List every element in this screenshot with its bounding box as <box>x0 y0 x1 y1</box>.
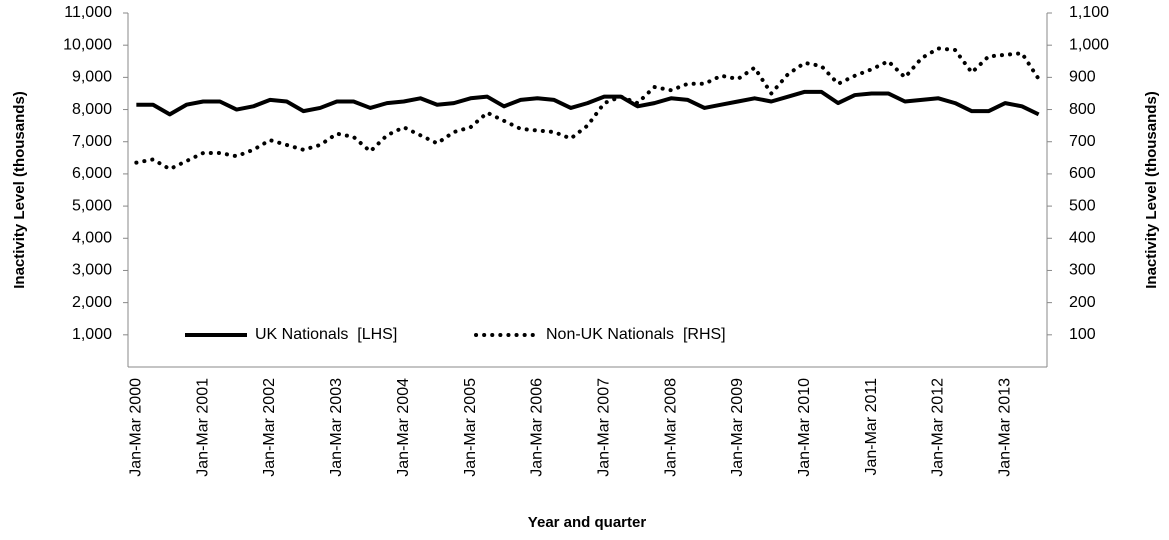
x-tick-label: Jan-Mar 2005 <box>462 378 479 477</box>
y-tick-label: 4,000 <box>72 229 112 246</box>
y2-tick-label: 100 <box>1069 326 1096 343</box>
y2-tick-label: 800 <box>1069 101 1096 118</box>
y-tick-label: 2,000 <box>72 294 112 311</box>
x-tick-label: Jan-Mar 2004 <box>395 378 412 477</box>
y-axis-title: Inactivity Level (thousands) <box>11 91 28 289</box>
y-tick-label: 8,000 <box>72 101 112 118</box>
x-tick-label: Jan-Mar 2012 <box>930 378 947 477</box>
y-tick-label: 3,000 <box>72 262 112 279</box>
y2-tick-label: 500 <box>1069 197 1096 214</box>
x-tick-label: Jan-Mar 2000 <box>128 378 145 477</box>
x-tick-label: Jan-Mar 2007 <box>595 378 612 477</box>
legend-label: UK Nationals [LHS] <box>255 326 397 343</box>
y2-tick-label: 300 <box>1069 262 1096 279</box>
y-tick-label: 6,000 <box>72 165 112 182</box>
y2-axis-title: Inactivity Level (thousands) <box>1143 91 1160 289</box>
x-tick-label: Jan-Mar 2013 <box>996 378 1013 477</box>
y2-tick-label: 200 <box>1069 294 1096 311</box>
y-tick-label: 9,000 <box>72 69 112 86</box>
x-axis-title: Year and quarter <box>528 514 647 531</box>
y-tick-label: 7,000 <box>72 133 112 150</box>
y-tick-label: 1,000 <box>72 326 112 343</box>
y2-tick-label: 600 <box>1069 165 1096 182</box>
y2-tick-label: 900 <box>1069 69 1096 86</box>
y2-tick-label: 700 <box>1069 133 1096 150</box>
y2-tick-label: 400 <box>1069 229 1096 246</box>
x-tick-label: Jan-Mar 2008 <box>662 378 679 477</box>
x-tick-label: Jan-Mar 2002 <box>261 378 278 477</box>
x-tick-label: Jan-Mar 2010 <box>796 378 813 477</box>
x-tick-label: Jan-Mar 2001 <box>194 378 211 477</box>
line-series <box>134 46 1041 172</box>
legend-label: Non-UK Nationals [RHS] <box>546 326 726 343</box>
y2-tick-label: 1,100 <box>1069 4 1109 21</box>
y-tick-label: 10,000 <box>63 36 112 53</box>
x-tick-label: Jan-Mar 2003 <box>328 378 345 477</box>
y-tick-label: 5,000 <box>72 197 112 214</box>
x-tick-label: Jan-Mar 2006 <box>529 378 546 477</box>
x-tick-label: Jan-Mar 2011 <box>863 378 880 476</box>
y-tick-label: 11,000 <box>64 4 112 21</box>
line-series <box>136 89 1040 117</box>
y2-tick-label: 1,000 <box>1069 36 1109 53</box>
x-tick-label: Jan-Mar 2009 <box>729 378 746 477</box>
